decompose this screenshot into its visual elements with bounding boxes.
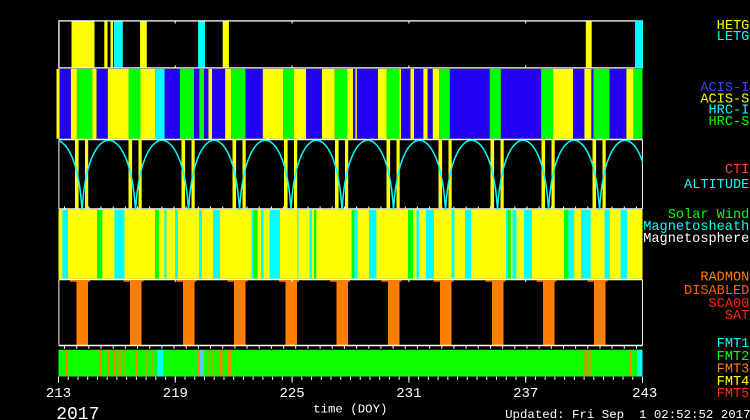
svg-text:237: 237 [513, 386, 538, 402]
svg-text:HRC-I: HRC-I [709, 104, 750, 119]
svg-text:243: 243 [632, 386, 657, 402]
svg-text:213: 213 [46, 386, 71, 402]
svg-text:time (DOY): time (DOY) [313, 402, 387, 416]
svg-text:SCA00: SCA00 [709, 297, 750, 312]
svg-text:FMT3: FMT3 [717, 362, 750, 377]
svg-text:HRC-S: HRC-S [709, 115, 750, 130]
svg-text:Solar Wind: Solar Wind [668, 208, 750, 223]
svg-text:ACIS-I: ACIS-I [700, 81, 749, 96]
svg-text:RADMON: RADMON [700, 271, 749, 286]
svg-text:225: 225 [279, 386, 304, 402]
svg-text:FMT5: FMT5 [717, 387, 750, 402]
svg-text:DISABLED: DISABLED [684, 284, 749, 299]
svg-text:2017: 2017 [56, 405, 99, 420]
svg-text:Updated: Fri Sep 1 02:52:52 2: Updated: Fri Sep 1 02:52:52 2017 [505, 408, 750, 420]
svg-text:HETG: HETG [717, 19, 750, 34]
svg-text:LETG: LETG [717, 30, 750, 45]
svg-text:FMT2: FMT2 [717, 350, 750, 365]
svg-text:Magnetosphere: Magnetosphere [643, 232, 749, 247]
svg-text:ACIS-S: ACIS-S [700, 92, 749, 107]
svg-text:ALTITUDE: ALTITUDE [684, 178, 749, 193]
svg-text:219: 219 [163, 386, 188, 402]
svg-text:Magnetosheath: Magnetosheath [643, 220, 749, 235]
svg-text:SAT: SAT [725, 309, 749, 324]
svg-text:FMT4: FMT4 [717, 375, 750, 390]
svg-text:FMT1: FMT1 [717, 337, 750, 352]
svg-text:231: 231 [396, 386, 421, 402]
svg-text:CTI: CTI [725, 163, 749, 178]
